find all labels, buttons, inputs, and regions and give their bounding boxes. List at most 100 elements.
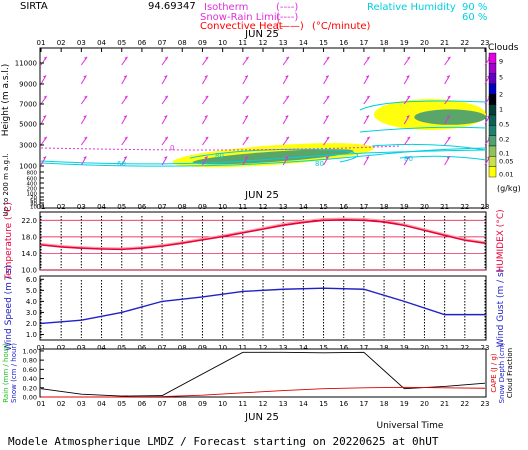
cloud-fraction-y-axis-label: Cloud Fraction [506,348,514,398]
clouds-y-tick-label: 50 [30,199,37,205]
clouds-top-x-ticks: 01 02 03 04 05 06 07 08 09 10 11 12 13 14 15 16 17 18 19 20… [37,39,489,52]
temperature-lines [40,217,486,251]
wind-arrow-head [366,56,370,60]
colorbar-cell [488,114,497,126]
rh-value-1: 90 % [462,2,487,13]
wind-speed-line [40,287,485,325]
wind-arrow-head [325,75,329,79]
footer-date-label: JUN 25 [244,412,279,423]
colorbar-tick-label: 0.2 [499,136,509,144]
wind-arrow-head [204,75,208,79]
wind-arrow-head [326,56,330,60]
relative-humidity-line [189,148,358,163]
x-tick-label: 02 [57,344,66,352]
clouds-y-tick-label: 600 [27,177,38,183]
colorbar-cell [488,52,497,64]
clouds-top-x-tick-label: 14 [299,39,308,47]
colorbar-cell [488,94,497,105]
clouds-top-x-tick-label: 12 [259,39,268,47]
station-name: SIRTA [20,1,48,12]
cloud-regions [172,99,486,168]
rain-y-axis-label: Rain (mm / hour) [2,343,10,403]
clouds-date-label: JUN 25 [244,29,279,40]
colorbar-cell [488,125,497,136]
colorbar-cell [488,73,497,85]
colorbar-cells [488,52,497,178]
wind-arrow-head [43,75,46,79]
clouds-top-x-tick-label: 11 [238,39,247,47]
x-tick-label: 14 [299,400,308,408]
wind-arrow-head [366,95,370,99]
clouds-top-x-tick-label: 13 [279,39,288,47]
wind-arrow-head [446,75,450,79]
temperature-y-ticks: 22.0 18.0 14.0 10.0 [21,217,37,275]
colorbar-tick-label: 9 [499,58,503,66]
precipitation-lines [40,351,486,398]
wind-arrow-head [245,136,249,140]
wind-arrow-head [124,56,128,60]
x-tick-label: 16 [339,344,348,352]
humidex-line [40,217,486,249]
precipitation-x-ticks: 01 02 03 04 05 06 07 08 09 10 11 12 13 14 15 16 17 18 19 20… [37,400,490,408]
wind-arrow-head [407,56,411,60]
x-tick-label: 03 [77,344,86,352]
x-tick-label: 10 [218,344,227,352]
wind-arrow-head [124,136,128,140]
clouds-y-tick-label: 9000 [19,81,37,89]
wind-speed-y-axis-label: Wind Speed (m / s) [4,265,14,351]
wind-arrow-head [164,56,168,60]
precipitation-y-tick-label: 0.40 [23,375,37,383]
universal-time-label: Universal Time [377,421,444,431]
x-tick-label: 20 [420,400,429,408]
clouds-top-x-tick-label: 09 [198,39,207,47]
x-tick-label: 06 [137,344,146,352]
wind-arrow-head [84,95,88,99]
isotherm-line [40,145,401,151]
wind-arrow-head [406,156,410,160]
wind-y-tick-label: 5.0 [26,287,37,295]
wind-arrow-head [407,95,411,99]
cloud-region [192,149,354,165]
x-tick-label: 05 [117,203,126,211]
clouds-top-x-tick-label: 03 [77,39,86,47]
wind-arrow-head [325,156,329,160]
wind-arrow-head [205,56,209,60]
cloud-fraction-line [40,351,486,397]
wind-arrow-head [84,56,88,60]
clouds-top-x-tick-label: 21 [440,39,449,47]
colorbar-tick-label: 5 [499,74,503,82]
temperature-line [40,218,486,251]
wind-arrow-head [43,136,47,140]
x-tick-label: 09 [198,400,207,408]
temperature-y-tick-label: 14.0 [21,250,37,258]
x-tick-label: 16 [339,203,348,211]
clouds-top-x-tick-label: 04 [97,39,106,47]
precipitation-panel-frame [39,348,487,398]
wind-arrow-head [326,95,330,99]
wind-arrow-head [285,115,289,119]
clouds-y-axis-label-2: Up to 200 m a.g.l. [2,153,10,216]
colorbar-cell [488,83,497,95]
x-tick-label: 23 [481,344,490,352]
precipitation-y-tick-label: 1.00 [23,347,37,355]
x-tick-label: 11 [238,203,247,211]
x-tick-label: 13 [279,344,288,352]
x-tick-label: 18 [380,203,389,211]
x-tick-label: 05 [117,400,126,408]
x-tick-label: 05 [117,344,126,352]
clouds-y-tick-label: 100 [27,192,38,198]
x-tick-label: 14 [299,344,308,352]
wind-lines [40,287,485,325]
wind-x-ticks: 01 02 03 04 05 06 07 08 09 10 11 12 13 14 15 16 17 18 19 20… [37,280,490,352]
clouds-y-tick-label: 200 [27,187,38,193]
station-coords: 94.69347 [148,1,196,12]
clouds-y-tick-label: 400 [27,182,38,188]
rh-contour-label-2: 80 [315,160,324,168]
wind-arrow-head [204,115,208,119]
rh-contour-label-1: 60 [117,160,126,168]
legend-isotherm-sample: (----) [276,2,298,13]
colorbar-tick-label: 0.1 [499,150,509,158]
x-tick-label: 21 [440,344,449,352]
x-tick-label: 14 [299,203,308,211]
